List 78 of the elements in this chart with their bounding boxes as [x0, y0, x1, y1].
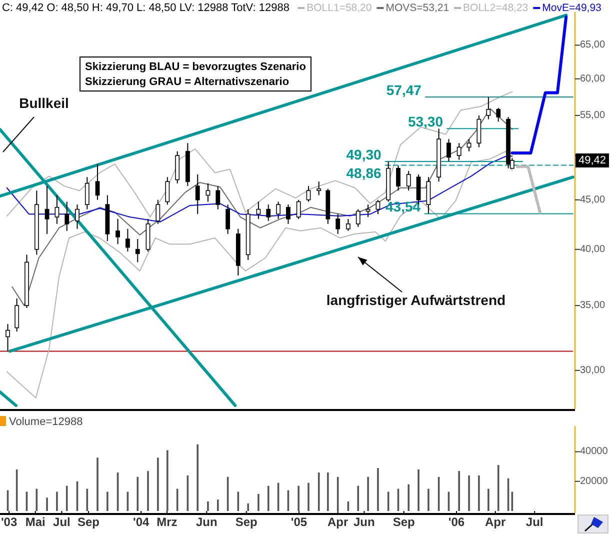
line-series — [6, 150, 513, 398]
x-tick-label: Sep — [235, 515, 258, 529]
x-tick-label: Jun — [196, 515, 218, 529]
candlestick — [456, 142, 462, 160]
series-label: 57,47 — [386, 82, 422, 98]
x-tick-label: Mai — [25, 515, 46, 529]
series-label: 53,30 — [408, 114, 444, 130]
x-tick-label: Apr — [485, 515, 506, 529]
candlestick — [75, 204, 80, 230]
candlestick — [306, 186, 311, 202]
y-tick-label: 30,00 — [580, 364, 606, 376]
y-tick-label: 40000 — [580, 446, 608, 458]
x-tick-label: Jun — [353, 515, 375, 529]
candlestick — [256, 201, 261, 220]
candlestick — [286, 204, 290, 224]
legend-label: BOLL1=58,20 — [306, 2, 372, 14]
y-tick-label: 40,00 — [580, 244, 606, 255]
candlestick — [336, 214, 340, 234]
candlestick — [396, 165, 400, 192]
x-tick-label: '04 — [132, 515, 150, 529]
candlestick — [135, 238, 140, 263]
annotation: Skizzierung BLAU = bevorzugtes Szenario — [85, 61, 306, 73]
candlestick — [126, 228, 130, 252]
legend-label: BOLL2=48,23 — [463, 2, 528, 14]
x-tick-label: Jul — [526, 515, 544, 529]
candlestick — [496, 107, 501, 122]
candlestick — [95, 164, 100, 200]
candlestick — [486, 96, 491, 120]
candlestick — [466, 138, 472, 152]
series-label: 49,30 — [346, 146, 382, 162]
candlestick — [426, 176, 431, 214]
candlestick — [406, 170, 411, 192]
chart-title: Volume=12988 — [9, 416, 83, 428]
candlestick — [266, 204, 271, 222]
candlestick — [216, 186, 220, 210]
legend-label: MOVS=53,21 — [386, 2, 450, 14]
candlestick — [316, 181, 322, 196]
candlestick — [6, 323, 10, 352]
series-label: 48,86 — [346, 165, 382, 182]
x-tick-label: Sep — [392, 515, 415, 529]
annotation: Bullkeil — [19, 95, 69, 111]
candlestick — [84, 176, 90, 210]
y-tick-label: 60,00 — [580, 73, 606, 84]
chart-subtitle: C: 49,42 O: 48,50 H: 49,70 L: 48,50 LV: 12988 TotV: 12988 — [2, 2, 290, 14]
x-tick-label: Jul — [53, 515, 70, 529]
y-tick-label: 45,00 — [580, 194, 606, 206]
legend-label: MovE=49,93 — [542, 2, 602, 14]
x-tick-label: '03 — [0, 515, 18, 529]
y-tick-label: 20000 — [580, 476, 608, 487]
candlestick — [116, 218, 120, 245]
candlestick — [276, 201, 280, 220]
candlestick — [44, 186, 50, 234]
candlestick — [156, 199, 160, 224]
candlestick — [64, 201, 70, 232]
series-label: 43,54 — [386, 198, 421, 215]
annotation: Skizzierung GRAU = Alternativszenario — [85, 76, 290, 88]
annotation: langfristiger Aufwärtstrend — [326, 292, 506, 308]
candlestick — [446, 138, 451, 162]
candlestick — [476, 114, 482, 148]
x-tick-label: Apr — [328, 515, 349, 529]
x-tick-label: '05 — [290, 515, 308, 529]
candlestick — [206, 182, 210, 202]
candlestick — [14, 298, 20, 332]
y-tick-label: 35,00 — [580, 300, 606, 312]
line-series — [12, 108, 513, 306]
candlestick — [195, 174, 200, 215]
annotation: 49,42 — [578, 154, 606, 166]
x-tick-label: Mrz — [156, 515, 178, 529]
y-tick-label: 65,00 — [580, 40, 606, 51]
candlestick — [54, 194, 60, 224]
candlestick — [226, 204, 230, 234]
x-tick-label: '06 — [448, 515, 465, 529]
candlestick — [296, 199, 301, 220]
candlestick — [165, 176, 170, 206]
candlestick — [356, 208, 360, 228]
x-tick-label: Sep — [77, 515, 100, 529]
candlestick — [346, 218, 350, 232]
y-tick-label: 55,00 — [580, 110, 606, 121]
